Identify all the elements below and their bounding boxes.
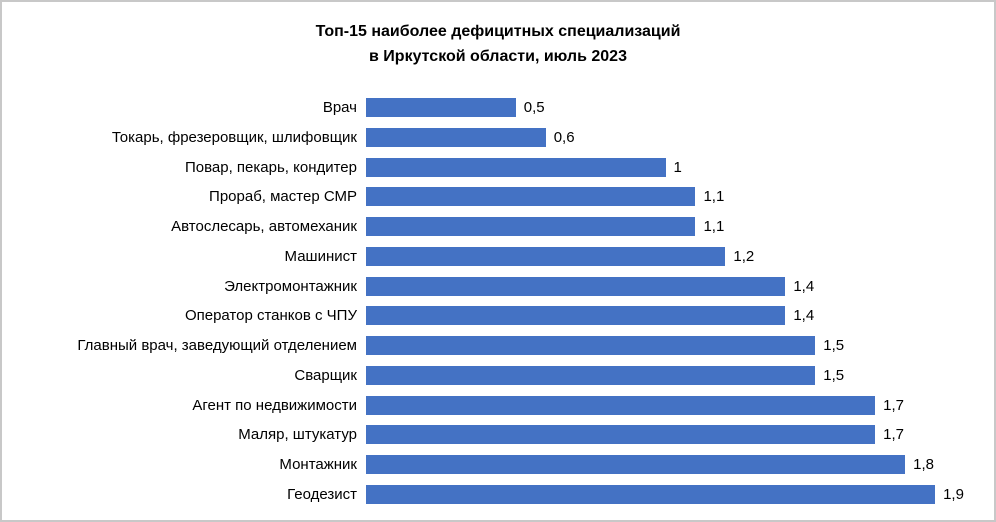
bar-row: Геодезист 1,9 — [12, 481, 980, 508]
value-label: 1,7 — [883, 396, 905, 414]
category-label: Врач — [322, 99, 357, 116]
bar-track: 1,2 — [366, 243, 980, 270]
bar-track: 1,4 — [366, 273, 980, 300]
category-label: Повар, пекарь, кондитер — [184, 158, 357, 176]
bar-track: 1,8 — [366, 451, 980, 478]
category-label: Автослесарь, автомеханик — [171, 218, 357, 236]
bar-track: 1,7 — [366, 421, 980, 448]
bar-row: Врач 0,5 — [12, 94, 980, 121]
bar-row: Монтажник 1,8 — [12, 451, 980, 478]
value-label: 1,1 — [703, 218, 725, 236]
value-label: 1 — [673, 158, 682, 176]
value-label: 1,4 — [793, 277, 815, 295]
bar-track: 1,5 — [366, 362, 980, 389]
value-label: 1,5 — [823, 337, 845, 355]
value-label: 0,5 — [523, 99, 545, 116]
category-label: Маляр, штукатур — [238, 426, 357, 444]
category-label: Сварщик — [294, 366, 357, 384]
bar — [366, 336, 816, 356]
category-label: Монтажник — [279, 456, 357, 474]
bar-track: 1,1 — [366, 213, 980, 240]
category-label: Главный врач, заведующий отделением — [77, 337, 357, 355]
bar-track: 1,7 — [366, 392, 980, 419]
bar — [366, 276, 786, 296]
bar — [366, 306, 786, 326]
category-label: Токарь, фрезеровщик, шлифовщик — [111, 128, 357, 146]
bar-row: Оператор станков с ЧПУ 1,4 — [12, 302, 980, 329]
bar-track: 1,1 — [366, 183, 980, 210]
value-label: 1,8 — [913, 456, 934, 474]
bar-row: Агент по недвижимости 1,7 — [12, 392, 980, 419]
value-label: 1,2 — [733, 247, 755, 265]
bar — [366, 98, 516, 117]
value-label: 1,9 — [943, 485, 964, 503]
chart-title: Топ-15 наиболее дефицитных специализаций… — [2, 2, 994, 70]
category-label: Прораб, мастер СМР — [209, 188, 357, 206]
bar — [366, 484, 936, 504]
value-label: 1,1 — [703, 188, 725, 206]
chart-title-line-2: в Иркутской области, июль 2023 — [369, 47, 627, 65]
bar-track: 1,9 — [366, 481, 980, 508]
bar-track: 1 — [366, 154, 980, 181]
category-label: Машинист — [284, 247, 357, 265]
bar — [366, 157, 666, 177]
bar — [366, 425, 876, 445]
category-label: Агент по недвижимости — [192, 396, 357, 414]
bar — [366, 217, 696, 237]
bar — [366, 365, 816, 385]
value-label: 1,5 — [823, 366, 845, 384]
category-label: Оператор станков с ЧПУ — [184, 307, 357, 325]
bar-row: Прораб, мастер СМР 1,1 — [12, 183, 980, 210]
bar-row: Главный врач, заведующий отделением 1,5 — [12, 332, 980, 359]
bar — [366, 127, 546, 147]
bar-track: 0,5 — [366, 94, 980, 121]
plot-area: Врач 0,5 Токарь, фрезеровщик, шлифовщик 0,6… — [12, 94, 980, 508]
bar-track: 1,5 — [366, 332, 980, 359]
bar-row: Маляр, штукатур 1,7 — [12, 421, 980, 448]
bar-track: 1,4 — [366, 302, 980, 329]
bar — [366, 246, 726, 266]
category-label: Геодезист — [287, 485, 357, 503]
bar-track: 0,6 — [366, 124, 980, 151]
bar-row: Электромонтажник 1,4 — [12, 273, 980, 300]
bar — [366, 455, 906, 475]
bar — [366, 395, 876, 415]
bar-row: Машинист 1,2 — [12, 243, 980, 270]
value-label: 1,7 — [883, 426, 905, 444]
value-label: 1,4 — [793, 307, 815, 325]
bar-row: Сварщик 1,5 — [12, 362, 980, 389]
chart-title-line-1: Топ-15 наиболее дефицитных специализаций — [315, 23, 681, 40]
category-label: Электромонтажник — [224, 277, 357, 295]
value-label: 0,6 — [553, 128, 575, 146]
bar — [366, 187, 696, 207]
bar-row: Токарь, фрезеровщик, шлифовщик 0,6 — [12, 124, 980, 151]
bar-row: Повар, пекарь, кондитер 1 — [12, 154, 980, 181]
bar-row: Автослесарь, автомеханик 1,1 — [12, 213, 980, 240]
